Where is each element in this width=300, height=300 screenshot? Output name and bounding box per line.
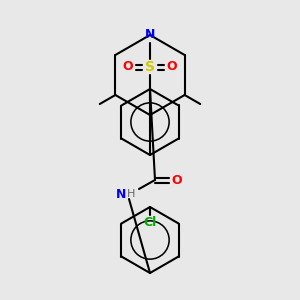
Text: Cl: Cl	[143, 217, 157, 230]
Text: O: O	[172, 173, 182, 187]
Text: H: H	[127, 189, 135, 199]
Text: N: N	[116, 188, 126, 200]
Text: S: S	[145, 60, 155, 74]
Text: O: O	[123, 61, 133, 74]
Text: O: O	[167, 61, 177, 74]
Text: N: N	[145, 28, 155, 41]
